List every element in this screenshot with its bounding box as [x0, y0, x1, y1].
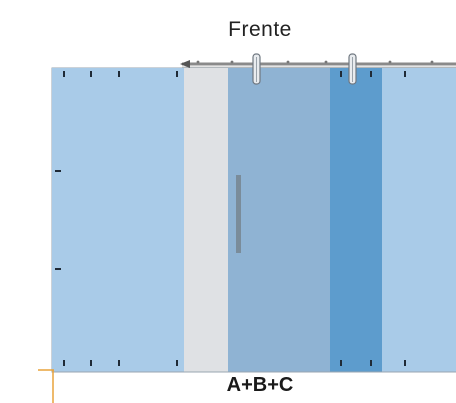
rail-screw-icon	[230, 60, 234, 64]
gap-panel	[184, 68, 228, 372]
fixed-left-panel	[52, 68, 184, 372]
configuration-label: A+B+C	[226, 374, 294, 396]
rail-screw-icon	[286, 60, 290, 64]
rail-screw-icon	[430, 60, 434, 64]
rail-end-arrow-icon	[180, 60, 190, 68]
rail-screw-icon	[196, 60, 200, 64]
diagram-title: Frente	[228, 18, 292, 41]
side-fixings	[55, 170, 61, 270]
roller-hanger-right	[348, 53, 357, 85]
bottom-fixings	[63, 360, 406, 366]
roller-hanger-left	[252, 53, 261, 85]
door-handle	[236, 175, 241, 253]
rail-screw-icon	[388, 60, 392, 64]
top-fixings	[63, 71, 406, 77]
overlap-panel	[330, 68, 382, 372]
fixed-right-panel	[382, 68, 456, 372]
rail-screw-icon	[324, 60, 328, 64]
sliding-door-panel	[228, 68, 330, 372]
